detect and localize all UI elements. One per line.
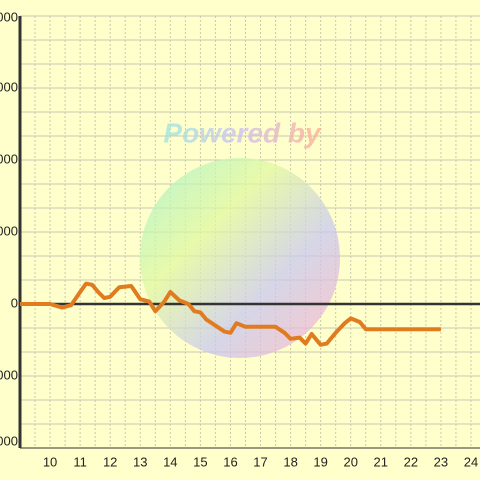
x-tick-label: 24 <box>464 454 478 469</box>
x-tick-label: 14 <box>163 454 177 469</box>
y-tick-label: 6,000 <box>0 151 18 166</box>
y-tick-label: 9,000 <box>0 79 18 94</box>
x-tick-label: 10 <box>43 454 57 469</box>
x-tick-label: 21 <box>374 454 388 469</box>
x-tick-label: 12 <box>103 454 117 469</box>
watermark-logo <box>140 158 340 358</box>
x-tick-label: 22 <box>404 454 418 469</box>
x-tick-label: 23 <box>434 454 448 469</box>
x-tick-label: 11 <box>73 454 87 469</box>
watermark-text: Powered by <box>163 117 322 148</box>
x-tick-label: 17 <box>253 454 267 469</box>
y-tick-label: 3,000 <box>0 223 18 238</box>
x-tick-label: 15 <box>193 454 207 469</box>
x-tick-label: 16 <box>223 454 237 469</box>
line-series <box>20 281 441 347</box>
y-tick-label: -6,000 <box>0 433 18 448</box>
x-tick-label: 18 <box>283 454 297 469</box>
x-tick-label: 20 <box>343 454 357 469</box>
x-tick-label: 13 <box>133 454 147 469</box>
y-tick-label: 12,000 <box>0 9 18 24</box>
x-tick-label: 19 <box>313 454 327 469</box>
y-tick-label: -3,000 <box>0 367 18 382</box>
y-tick-label: 0 <box>11 295 18 310</box>
